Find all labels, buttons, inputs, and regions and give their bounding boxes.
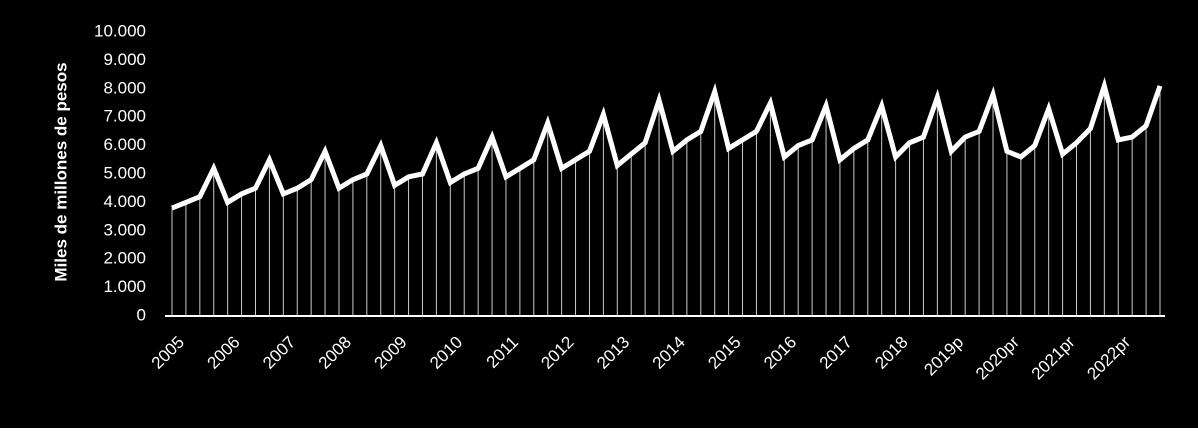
y-tick-label: 1.000 [103, 277, 146, 296]
y-tick-label: 4.000 [103, 192, 146, 211]
y-tick-label: 0 [137, 305, 146, 324]
y-tick-label: 7.000 [103, 107, 146, 126]
y-tick-label: 9.000 [103, 50, 146, 69]
y-tick-label: 8.000 [103, 78, 146, 97]
line-series [171, 77, 1163, 211]
y-axis-label: Miles de millones de pesos [51, 62, 70, 281]
y-tick-label: 2.000 [103, 249, 146, 268]
y-tick-label: 5.000 [103, 163, 146, 182]
y-tick-label: 3.000 [103, 220, 146, 239]
y-tick-label: 10.000 [94, 21, 146, 40]
y-tick-label: 6.000 [103, 135, 146, 154]
